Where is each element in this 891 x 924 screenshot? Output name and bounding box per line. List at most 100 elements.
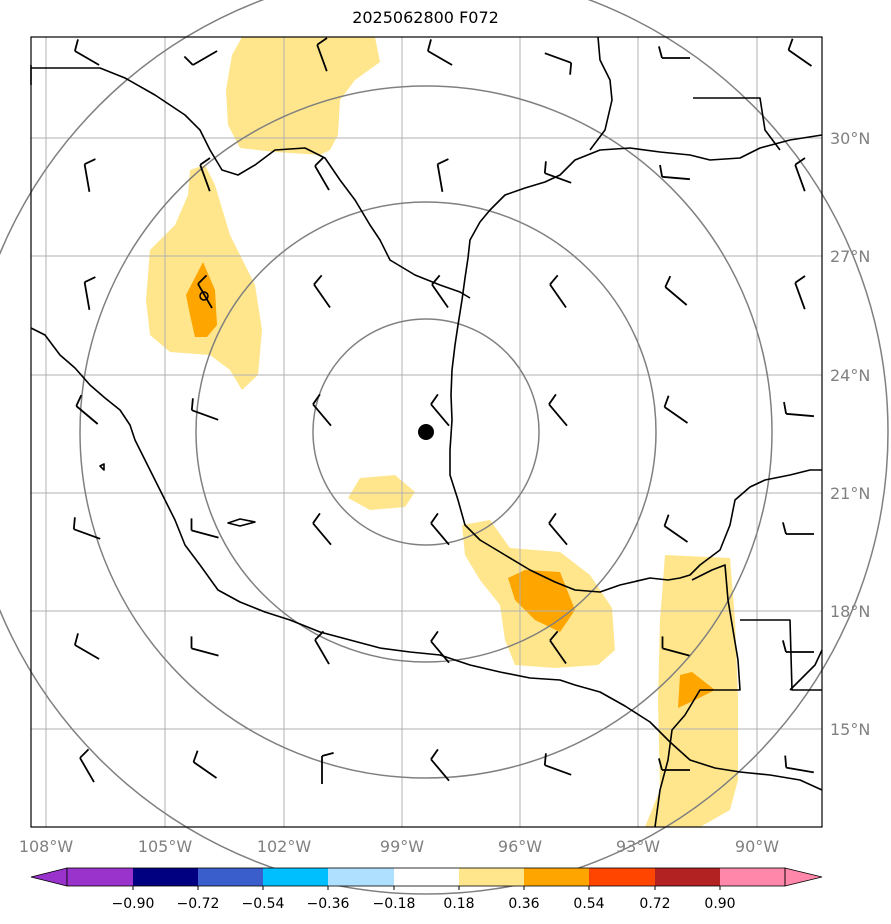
colorbar: −0.90 −0.72 −0.54 −0.36 −0.18 0.18 0.36 … (30, 867, 823, 912)
wind-barb-feather (659, 164, 663, 177)
colorbar-label: 0.54 (573, 896, 604, 912)
wind-barb-feather (84, 158, 96, 166)
colorbar-bin (655, 868, 720, 886)
colorbar-bin (67, 868, 133, 886)
coast-gulf-mexico-west (30, 327, 823, 791)
colorbar-bin (133, 868, 198, 886)
wind-barb-feather (543, 753, 547, 766)
wind-barb-feather (314, 156, 325, 167)
wind-barb-feather (431, 274, 441, 286)
wind-barb-feather (569, 62, 573, 75)
lon-label: 93°W (616, 837, 660, 856)
wind-barb-shaft (191, 529, 219, 539)
lat-label: 18°N (830, 602, 870, 621)
wind-barb-shaft (430, 522, 450, 546)
wind-barb-feather (782, 522, 787, 535)
wind-barb-shaft (544, 764, 572, 776)
wind-barb-shaft (74, 50, 100, 66)
shade-veracruz-core (508, 570, 575, 632)
wind-barb-feather (74, 39, 79, 52)
wind-barb-feather (430, 748, 439, 760)
wind-barb-shaft (312, 403, 332, 427)
wind-barb-shaft (794, 164, 806, 192)
colorbar-bin (198, 868, 263, 886)
wind-barb-shaft (549, 283, 567, 309)
wind-barb-shaft (74, 644, 100, 660)
wind-barb-shaft (548, 403, 568, 427)
border-texas-la (589, 36, 613, 151)
range-ring-4 (0, 0, 889, 895)
wind-barb-shaft (794, 282, 806, 310)
wind-barb-feather (430, 393, 439, 405)
wind-barb-feather (72, 517, 76, 530)
range-ring-3 (79, 85, 773, 779)
colorbar-label: 0.72 (639, 896, 670, 912)
island-small-2 (99, 463, 105, 471)
lon-label: 105°W (138, 837, 193, 856)
gridlines (31, 37, 822, 827)
wind-barb-feather (663, 514, 670, 527)
wind-barb-feather (663, 395, 670, 408)
plot-area (0, 0, 889, 895)
colorbar-label: 0.18 (443, 896, 474, 912)
colorbar-bin (524, 868, 589, 886)
wind-barb-shaft (544, 172, 572, 184)
wind-barb-shaft (436, 164, 444, 192)
wind-barb-feather (192, 750, 199, 763)
colorbar-bin (328, 868, 394, 886)
wind-barb-shaft (544, 52, 572, 64)
wind-barb-feather (549, 630, 559, 642)
wind-barb-feather (74, 633, 79, 646)
colorbar-bin (589, 868, 655, 886)
border-us-mexico (31, 67, 471, 299)
wind-barb-shaft (316, 44, 328, 72)
wind-barb-shaft (191, 409, 219, 421)
wind-barb-shaft (75, 405, 99, 425)
lat-label: 27°N (830, 247, 870, 266)
lat-tick-labels: 30°N 27°N 24°N 21°N 18°N 15°N (830, 129, 870, 739)
colorbar-label: −0.72 (177, 896, 220, 912)
wind-barb-shaft (191, 647, 219, 657)
shade-chiapas-core (678, 672, 715, 708)
wind-barb-shaft (662, 175, 690, 181)
wind-barb-shaft (427, 50, 453, 66)
lon-label: 99°W (380, 837, 424, 856)
occidental-max-marker (199, 291, 209, 301)
lat-label: 30°N (830, 129, 870, 148)
wind-barb-shaft (83, 164, 91, 192)
island-small-1 (227, 518, 256, 527)
colorbar-extend-low (30, 867, 68, 887)
wind-barb-feather (75, 394, 83, 407)
wind-barb-shaft (549, 639, 567, 665)
wind-barb-shaft (430, 758, 450, 782)
wind-barb-shaft (197, 283, 213, 309)
wind-barb-feather (197, 274, 208, 285)
wind-barb-shaft (787, 49, 813, 67)
wind-barb-shaft (73, 528, 101, 540)
wind-barb-feather (664, 275, 672, 288)
lon-label: 108°W (19, 837, 74, 856)
wind-barb-shaft (312, 522, 332, 546)
wind-barb-feather (783, 401, 787, 414)
wind-barb-shaft (786, 766, 814, 774)
colorbar-extend-high (784, 867, 823, 887)
wind-barb-shaft (314, 165, 330, 191)
border-central-america (740, 619, 822, 691)
wind-barb-feather (79, 748, 90, 759)
wind-barb-shaft (192, 761, 218, 779)
wind-barb-feather (312, 512, 321, 524)
lon-label: 90°W (735, 837, 779, 856)
wind-barb-shaft (430, 640, 450, 664)
wind-barb-shaft (663, 525, 689, 543)
wind-barb-feather (437, 158, 449, 166)
wind-barb-feather (549, 274, 559, 286)
colorbar-bin (263, 868, 328, 886)
wind-barb-feather (658, 46, 663, 59)
wind-barb-shaft (430, 403, 450, 427)
wind-barb-feather (548, 512, 557, 524)
colorbar-label: −0.36 (307, 896, 350, 912)
colorbar-bin (720, 868, 785, 886)
wind-barb-feather (548, 393, 557, 405)
map-title: 2025062800 F072 (352, 8, 499, 27)
wind-barb-feather (658, 758, 663, 771)
